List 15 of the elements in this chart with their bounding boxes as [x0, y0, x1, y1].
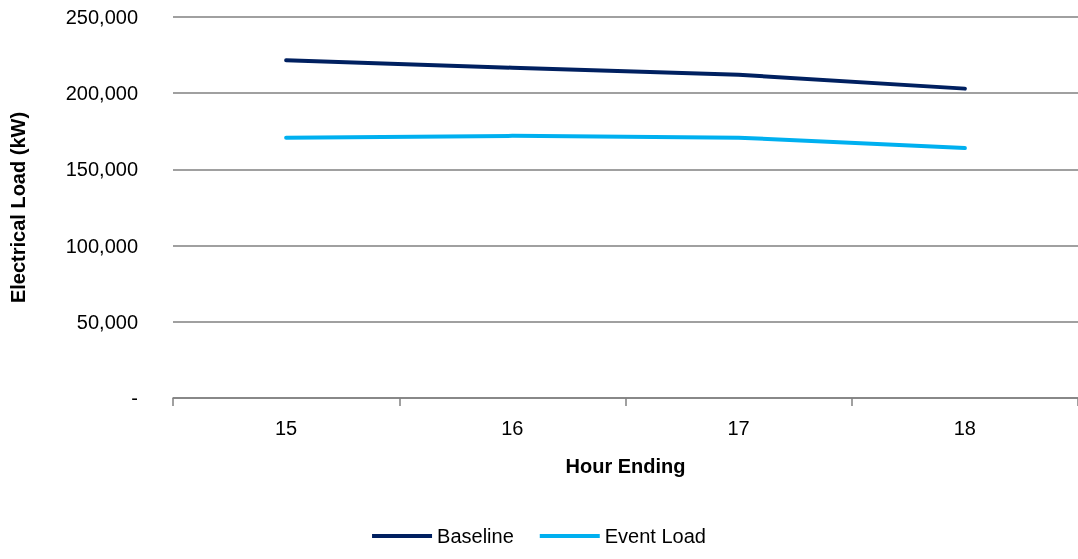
x-tick-label: 18 — [953, 417, 976, 439]
y-tick-label: - — [131, 387, 138, 409]
legend-label: Event Load — [604, 525, 706, 547]
y-tick-label: 150,000 — [65, 158, 138, 181]
line-series — [284, 58, 967, 91]
y-tick-label: 200,000 — [65, 82, 138, 105]
x-tick-label: 15 — [275, 417, 298, 439]
y-axis-title: Electrical Load (kW) — [7, 111, 29, 304]
legend-label: Baseline — [437, 525, 514, 547]
y-tick-label: 50,000 — [76, 310, 138, 333]
x-tick-label: 16 — [501, 417, 524, 439]
x-axis-title: Hour Ending — [565, 455, 686, 477]
x-tick-label: 17 — [727, 417, 750, 439]
y-tick-label: 250,000 — [65, 6, 138, 28]
y-tick-label: 100,000 — [65, 234, 138, 257]
